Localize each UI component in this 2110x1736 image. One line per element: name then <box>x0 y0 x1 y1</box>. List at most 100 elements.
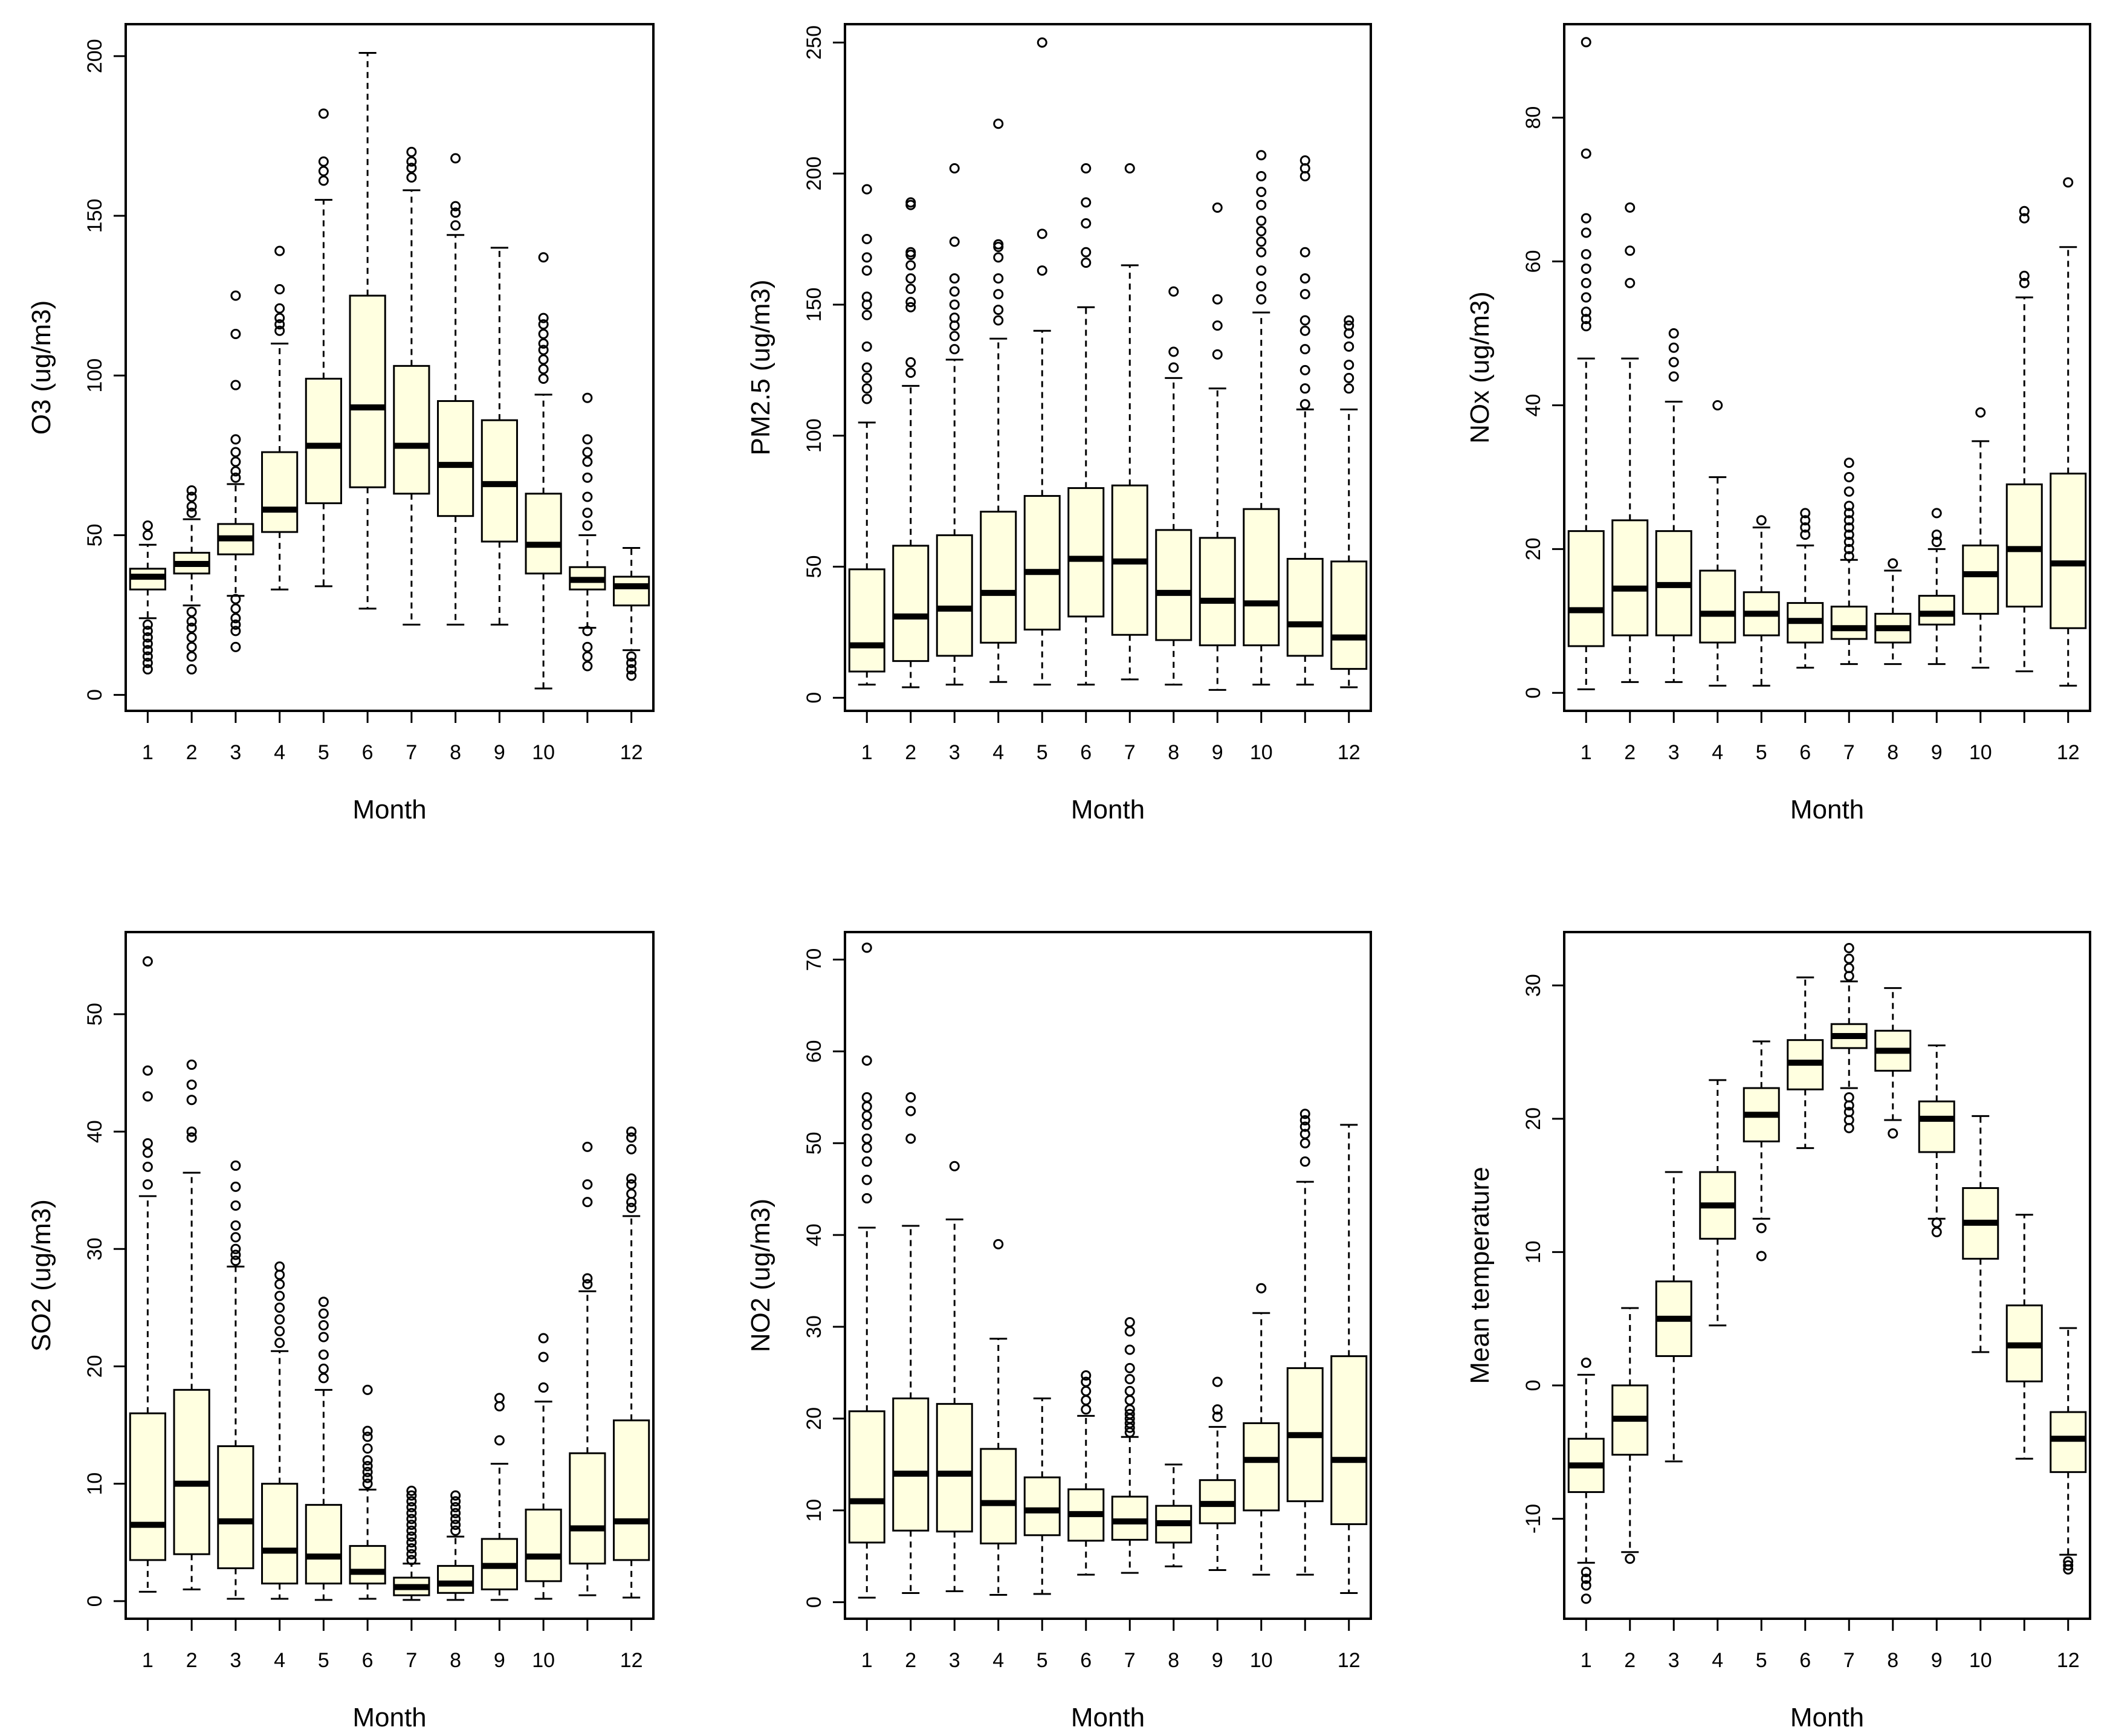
box-month-12 <box>1330 315 1368 688</box>
outlier-point <box>905 368 916 378</box>
iqr-box <box>349 294 386 488</box>
box-month-3 <box>1655 328 1692 683</box>
outlier-point <box>861 1174 872 1185</box>
outlier-point <box>318 1373 329 1384</box>
outlier-point <box>230 434 241 445</box>
outlier-point <box>230 1243 241 1254</box>
outlier-point <box>406 1520 417 1530</box>
outlier-point <box>1299 364 1310 375</box>
y-tick-label: 60 <box>1522 250 1545 273</box>
box-month-3 <box>936 1161 973 1592</box>
outlier-point <box>905 273 916 284</box>
outlier-point <box>318 166 329 177</box>
outlier-point <box>582 1273 593 1284</box>
outlier-point <box>142 658 153 669</box>
x-tick-label: 5 <box>1037 1649 1048 1672</box>
outlier-point <box>186 623 197 633</box>
x-axis-title: Month <box>1071 1703 1145 1732</box>
box-month-1 <box>848 942 885 1599</box>
outlier-point <box>538 319 549 330</box>
box-month-12 <box>2050 1327 2087 1575</box>
outlier-point <box>1668 342 1679 353</box>
outlier-point <box>1843 515 1854 526</box>
x-tick-label: 7 <box>1124 1649 1136 1672</box>
outlier-point <box>142 651 153 662</box>
box-month-9 <box>1918 508 1955 666</box>
iqr-box <box>1330 1355 1368 1526</box>
outlier-point <box>538 329 549 340</box>
iqr-box <box>613 1419 650 1561</box>
iqr-box <box>569 1452 606 1565</box>
y-tick-label: -10 <box>1522 1504 1545 1534</box>
outlier-point <box>582 1279 593 1290</box>
outlier-point <box>362 1472 373 1483</box>
outlier-point <box>406 1549 417 1559</box>
outlier-point <box>1800 508 1811 519</box>
outlier-point <box>1299 1121 1310 1132</box>
y-tick-label: 200 <box>83 39 106 73</box>
box-month-12 <box>613 1126 650 1599</box>
outlier-point <box>1344 383 1354 394</box>
outlier-point <box>406 1502 417 1513</box>
outlier-point <box>861 383 872 394</box>
iqr-box <box>936 534 973 657</box>
outlier-point <box>450 1496 461 1507</box>
box-month-8 <box>1155 1463 1193 1567</box>
y-tick-label: 30 <box>803 1315 826 1338</box>
x-tick-label: 6 <box>362 741 374 764</box>
outlier-point <box>1344 372 1354 383</box>
outlier-point <box>1581 321 1591 332</box>
outlier-point <box>1581 1593 1591 1604</box>
x-tick-label: 2 <box>1624 741 1636 764</box>
box-month-7 <box>1830 458 1868 666</box>
outlier-point <box>230 1220 241 1231</box>
iqr-box <box>980 510 1017 644</box>
x-tick-label: 12 <box>1338 1649 1361 1672</box>
y-tick-label: 0 <box>803 1596 826 1608</box>
outlier-point <box>905 197 916 208</box>
outlier-point <box>362 1443 373 1454</box>
outlier-point <box>142 1147 153 1158</box>
outlier-point <box>230 472 241 483</box>
outlier-point <box>1299 1109 1310 1119</box>
y-tick-label: 50 <box>803 555 826 578</box>
x-tick-label: 9 <box>1931 1649 1943 1672</box>
outlier-point <box>318 1297 329 1307</box>
box-month-4 <box>1699 400 1736 687</box>
outlier-point <box>1843 530 1854 540</box>
outlier-point <box>1756 515 1767 526</box>
box-month-5 <box>1023 37 1061 686</box>
x-tick-label: 1 <box>1581 741 1592 764</box>
outlier-point <box>949 299 960 310</box>
outlier-point <box>186 616 197 627</box>
y-axis-title: O3 (ug/m3) <box>27 300 56 435</box>
outlier-point <box>993 239 1004 250</box>
y-tick-label: 20 <box>83 1355 106 1378</box>
outlier-point <box>626 651 637 662</box>
outlier-point <box>1625 1553 1636 1564</box>
outlier-point <box>905 357 916 368</box>
outlier-point <box>1256 226 1267 237</box>
outlier-point <box>230 641 241 652</box>
outlier-point <box>362 1384 373 1395</box>
outlier-point <box>538 345 549 355</box>
x-axis-title: Month <box>1790 795 1864 824</box>
box-month-5 <box>305 1297 342 1601</box>
x-tick-label: 8 <box>1168 1649 1179 1672</box>
outlier-point <box>1212 349 1223 360</box>
outlier-point <box>2063 1560 2074 1571</box>
x-tick-label: 9 <box>494 741 505 764</box>
box-month-9 <box>1199 202 1236 691</box>
outlier-point <box>1081 218 1092 229</box>
outlier-point <box>362 1431 373 1442</box>
x-tick-label: 2 <box>905 1649 916 1672</box>
outlier-point <box>1843 458 1854 468</box>
outlier-point <box>861 1110 872 1121</box>
outlier-point <box>1212 1376 1223 1387</box>
box-month-5 <box>1743 1040 1780 1262</box>
outlier-point <box>949 344 960 355</box>
outlier-point <box>1843 953 1854 964</box>
box-month-7 <box>1111 1317 1148 1574</box>
outlier-point <box>142 619 153 630</box>
